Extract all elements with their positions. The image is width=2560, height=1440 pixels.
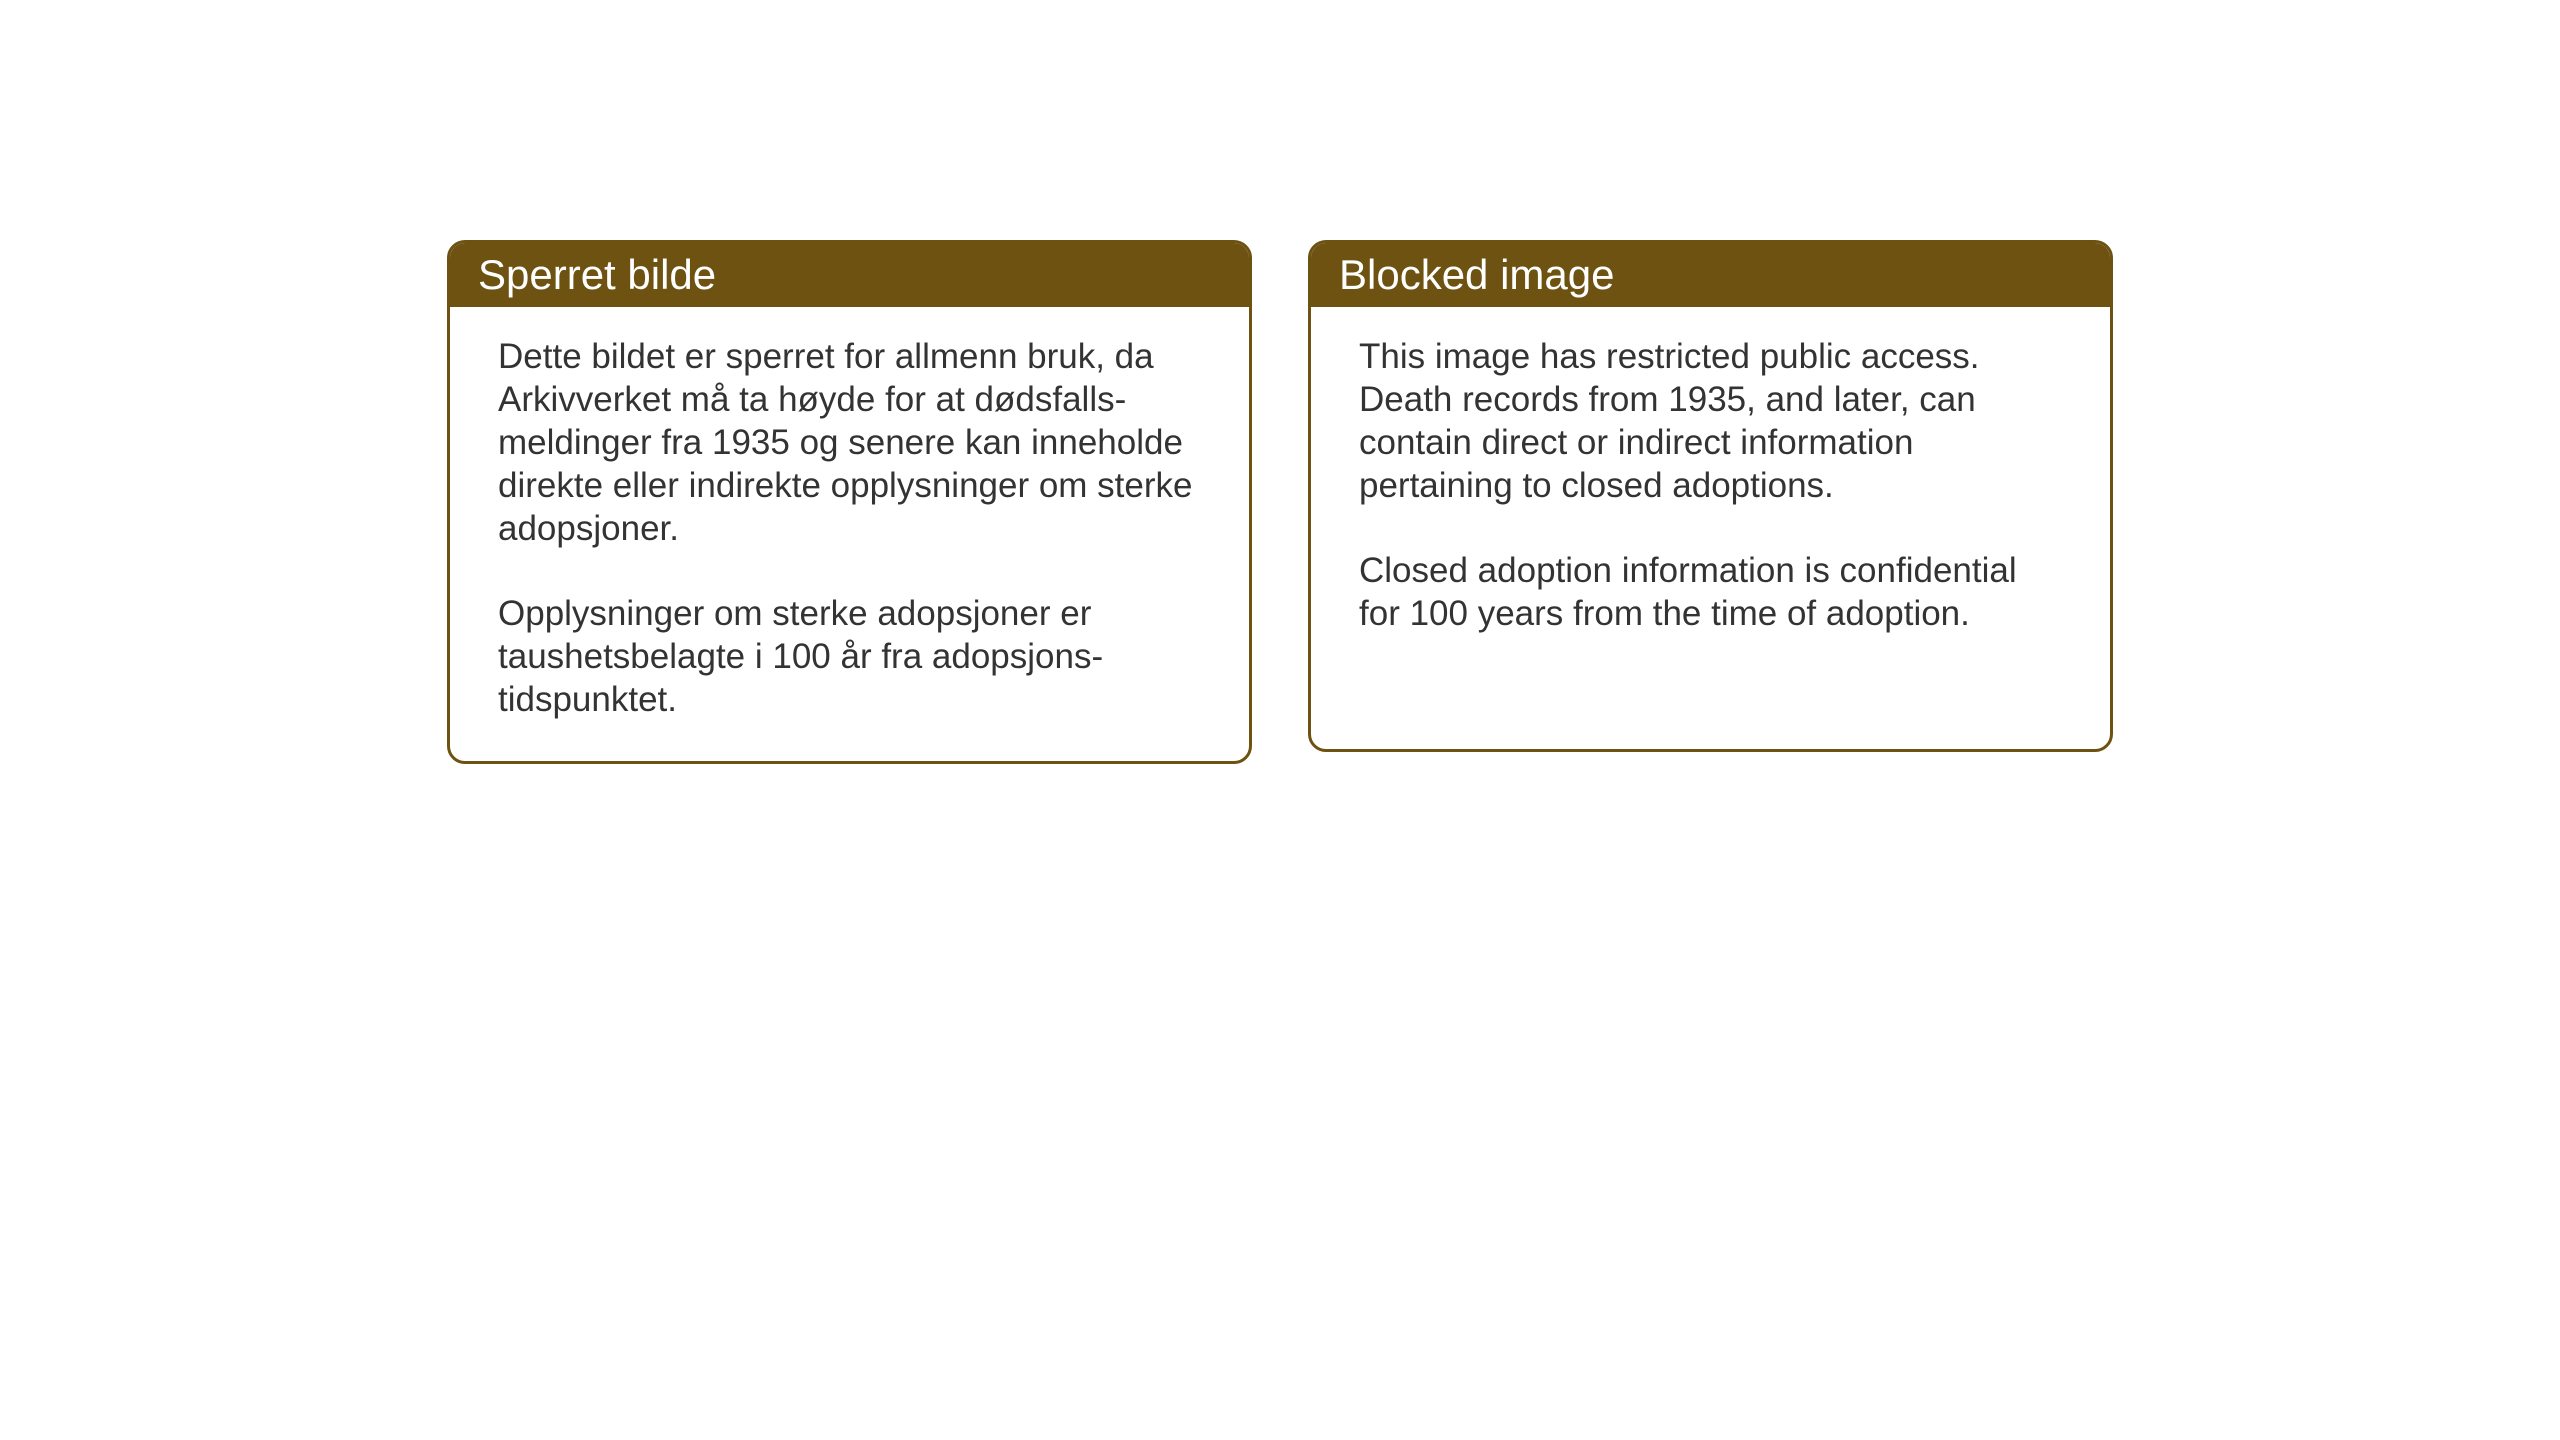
card-body-english: This image has restricted public access.… xyxy=(1311,307,2110,675)
notice-cards-container: Sperret bilde Dette bildet er sperret fo… xyxy=(447,240,2113,764)
card-paragraph-1-english: This image has restricted public access.… xyxy=(1359,335,2062,507)
card-title-english: Blocked image xyxy=(1339,251,1614,298)
card-body-norwegian: Dette bildet er sperret for allmenn bruk… xyxy=(450,307,1249,761)
card-paragraph-2-english: Closed adoption information is confident… xyxy=(1359,549,2062,635)
card-header-norwegian: Sperret bilde xyxy=(450,243,1249,307)
notice-card-english: Blocked image This image has restricted … xyxy=(1308,240,2113,752)
card-paragraph-2-norwegian: Opplysninger om sterke adopsjoner er tau… xyxy=(498,592,1201,721)
card-title-norwegian: Sperret bilde xyxy=(478,251,716,298)
card-header-english: Blocked image xyxy=(1311,243,2110,307)
card-paragraph-1-norwegian: Dette bildet er sperret for allmenn bruk… xyxy=(498,335,1201,550)
notice-card-norwegian: Sperret bilde Dette bildet er sperret fo… xyxy=(447,240,1252,764)
